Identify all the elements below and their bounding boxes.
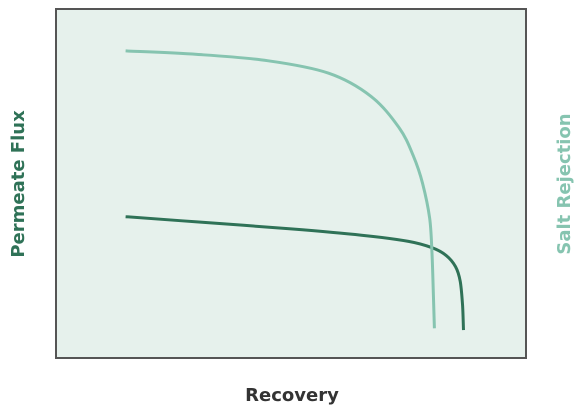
y-axis-label-right: Salt Rejection [554,113,574,254]
series-line-permeate-flux [125,215,465,331]
x-axis-label: Recovery [245,385,339,406]
plot-frame [55,8,527,359]
series-layer [125,49,465,331]
plot-area [56,9,526,358]
series-line-salt-rejection [125,49,436,329]
y-axis-label-left: Permeate Flux [8,110,29,258]
